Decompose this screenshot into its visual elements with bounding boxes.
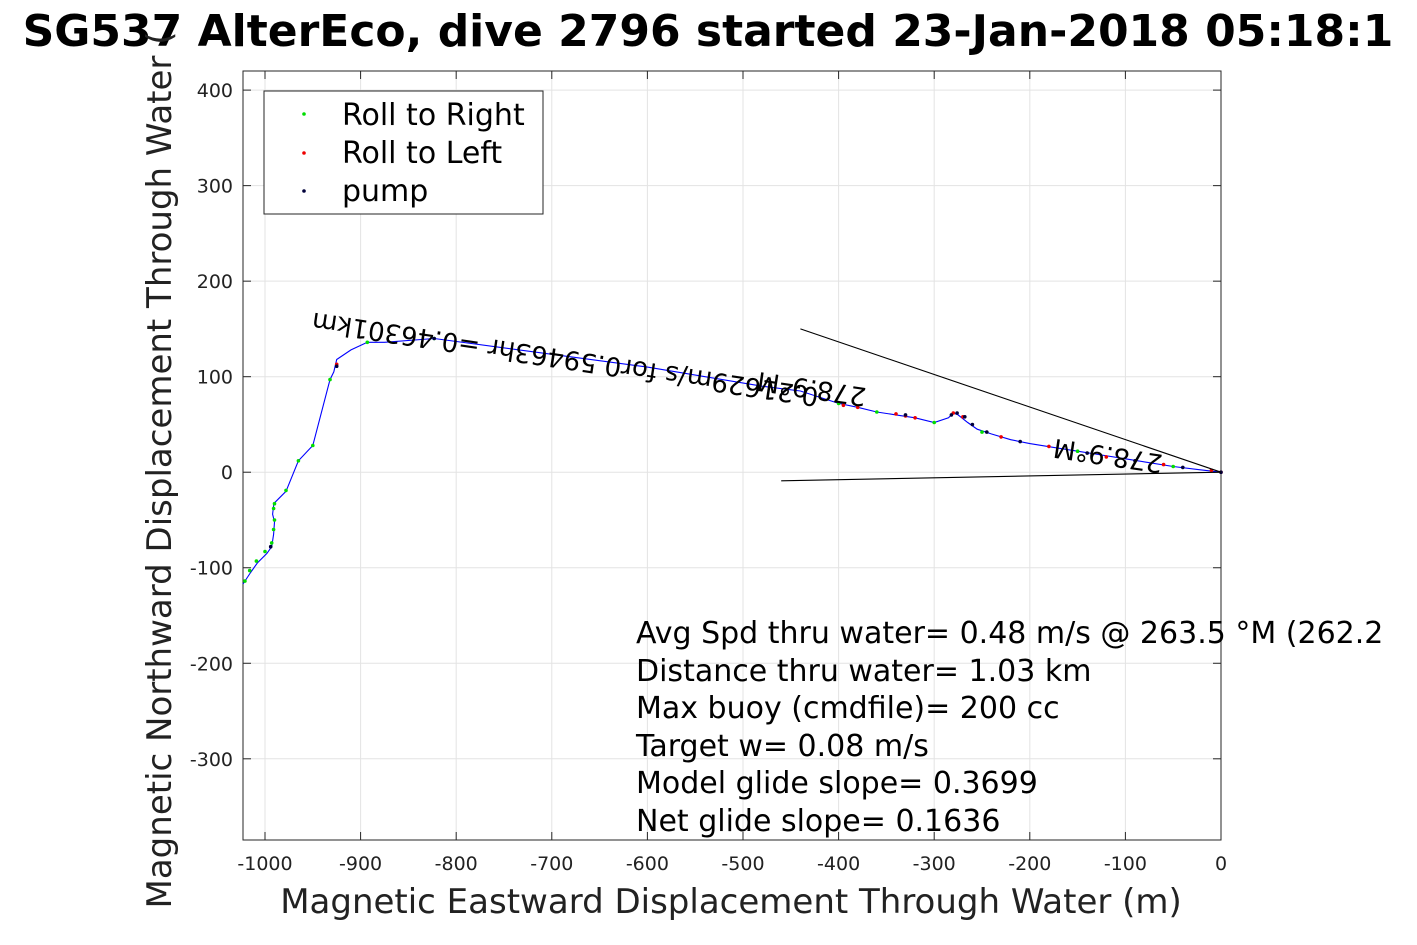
x-tick-label: 0 xyxy=(1215,853,1227,875)
y-tick-label: -200 xyxy=(190,653,233,675)
annotation-net-glide: Net glide slope= 0.1636 xyxy=(636,804,1000,839)
point-roll-to-right xyxy=(1075,449,1080,454)
annotation-avg-speed: Avg Spd thru water= 0.48 m/s @ 263.5 °M … xyxy=(636,616,1383,651)
point-roll-to-left xyxy=(841,403,846,408)
point-roll-to-right xyxy=(263,549,267,554)
point-roll-to-right xyxy=(875,410,879,414)
point-pump xyxy=(1085,451,1089,455)
y-tick-label: 100 xyxy=(197,367,233,389)
y-tick-label: 0 xyxy=(221,462,233,484)
annotation-target-w: Target w= 0.08 m/s xyxy=(635,729,929,764)
legend-marker-roll-left xyxy=(302,151,306,155)
stats-annotations: Avg Spd thru water= 0.48 m/s @ 263.5 °M … xyxy=(635,616,1383,839)
point-pump xyxy=(1181,465,1185,470)
axes-frame xyxy=(242,70,1222,841)
point-pump xyxy=(949,413,954,417)
point-roll-to-right xyxy=(365,340,370,345)
legend-marker-roll-right xyxy=(302,112,306,116)
x-tick-label: -400 xyxy=(817,853,860,875)
point-roll-to-right xyxy=(284,488,288,493)
point-roll-to-right xyxy=(254,559,259,563)
point-roll-to-right xyxy=(271,527,276,532)
point-roll-to-left xyxy=(855,405,860,410)
point-pump xyxy=(955,411,959,415)
annotation-model-glide: Model glide slope= 0.3699 xyxy=(636,766,1038,801)
point-roll-to-right xyxy=(836,401,841,406)
chart-title: SG537 AlterEco, dive 2796 started 23-Jan… xyxy=(23,6,1394,57)
point-pump xyxy=(970,422,975,427)
point-pump xyxy=(1133,459,1137,463)
point-roll-to-left xyxy=(913,416,917,420)
legend-entry-roll-right: Roll to Right xyxy=(342,98,525,133)
x-tick-label: -300 xyxy=(913,853,956,875)
x-tick-label: -100 xyxy=(1104,853,1147,875)
legend: Roll to Right Roll to Left pump xyxy=(263,90,544,215)
point-roll-to-right xyxy=(328,377,332,382)
point-roll-to-right xyxy=(243,579,247,583)
point-roll-to-left xyxy=(894,412,898,416)
x-tick-label: -600 xyxy=(626,853,669,875)
point-pump xyxy=(268,544,273,549)
point-roll-to-left xyxy=(1161,462,1166,467)
ticks: -1000 -900 -800 -700 -600 -500 -400 -300 -200 -10… xyxy=(190,71,1227,875)
point-roll-to-right xyxy=(296,459,301,463)
point-pump xyxy=(985,430,989,434)
y-tick-label: 300 xyxy=(197,176,233,198)
point-roll-to-right xyxy=(271,506,276,511)
point-roll-to-right xyxy=(932,420,936,425)
series-layer xyxy=(242,328,1223,585)
y-tick-label: 200 xyxy=(197,271,233,293)
x-tick-label: -200 xyxy=(1008,853,1051,875)
x-axis-label: Magnetic Eastward Displacement Through W… xyxy=(280,882,1182,922)
point-roll-to-left xyxy=(999,435,1003,439)
point-roll-to-right xyxy=(272,518,277,522)
point-roll-to-right xyxy=(272,501,277,506)
annotation-distance: Distance thru water= 1.03 km xyxy=(636,654,1091,689)
legend-entry-pump: pump xyxy=(342,174,428,209)
x-tick-label: -800 xyxy=(435,853,478,875)
series-line-current-line-2 xyxy=(781,471,1222,482)
point-roll-to-right xyxy=(269,541,274,545)
point-pump xyxy=(963,415,967,419)
point-roll-to-left xyxy=(1047,444,1051,449)
y-tick-label: -100 xyxy=(190,558,233,580)
point-roll-to-left xyxy=(1104,455,1109,459)
point-roll-to-right xyxy=(1171,464,1175,469)
point-pump xyxy=(903,413,908,417)
y-tick-label: -300 xyxy=(190,749,233,771)
series-line-current-line-1 xyxy=(800,328,1222,473)
x-tick-label: -500 xyxy=(721,853,764,875)
annotation-max-buoy: Max buoy (cmdfile)= 200 cc xyxy=(636,691,1060,726)
x-tick-label: -1000 xyxy=(237,853,292,875)
point-pump xyxy=(1018,439,1022,444)
legend-entry-roll-left: Roll to Left xyxy=(342,136,502,171)
point-roll-to-right xyxy=(311,443,315,448)
point-pump xyxy=(432,336,437,341)
point-pump xyxy=(334,364,339,369)
y-axis-label: Magnetic Northward Displacement Through … xyxy=(140,32,180,909)
y-tick-label: 400 xyxy=(197,80,233,102)
point-roll-to-right xyxy=(980,430,984,434)
point-roll-to-right xyxy=(247,568,252,573)
x-tick-label: -700 xyxy=(530,853,573,875)
series-line-track xyxy=(242,337,1222,585)
legend-box xyxy=(263,90,544,215)
x-tick-label: -900 xyxy=(339,853,382,875)
legend-marker-pump xyxy=(302,189,306,193)
